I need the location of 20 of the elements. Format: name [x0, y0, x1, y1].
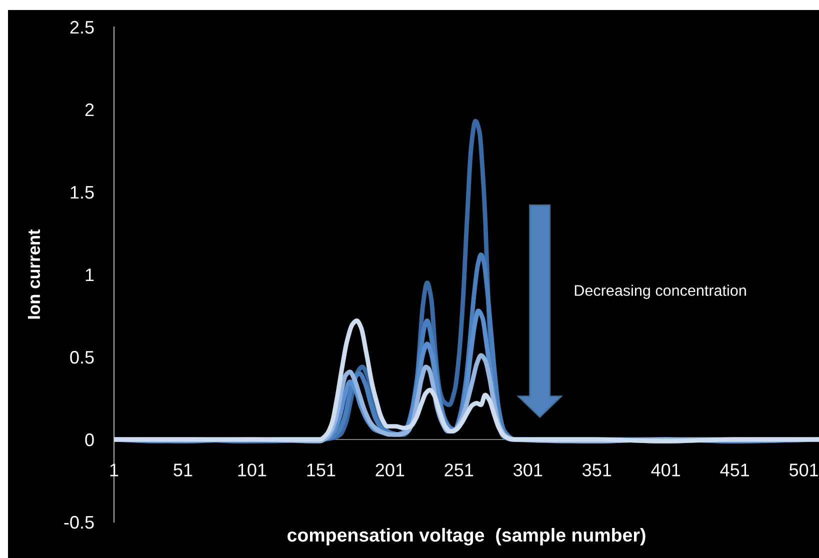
x-tick-label: 251: [444, 464, 474, 476]
x-tick-label: 401: [651, 464, 680, 476]
y-tick-label: 1: [86, 268, 94, 282]
y-tick-label: 0.5: [70, 350, 94, 364]
annotation: Decreasing concentration: [574, 284, 746, 299]
y-tick-label: 0: [85, 433, 94, 446]
y-tick-label: -0.5: [64, 516, 94, 529]
y-axis-title: Ion current: [28, 229, 40, 319]
y-tick-label: 2: [85, 103, 94, 116]
x-tick-label: 301: [514, 464, 542, 476]
x-tick-label: 501: [789, 464, 818, 476]
y-tick-label: 2.5: [70, 20, 94, 34]
x-tick-label: 351: [582, 464, 612, 476]
x-tick-label: 201: [376, 464, 404, 476]
x-tick-label: 451: [720, 464, 750, 476]
x-tick-label: 51: [174, 464, 192, 476]
x-axis-title: compensation voltage (sample number): [288, 528, 646, 546]
y-tick-label: 1.5: [70, 186, 94, 199]
x-tick-label: 101: [238, 464, 266, 476]
x-tick-label: 151: [307, 464, 336, 476]
